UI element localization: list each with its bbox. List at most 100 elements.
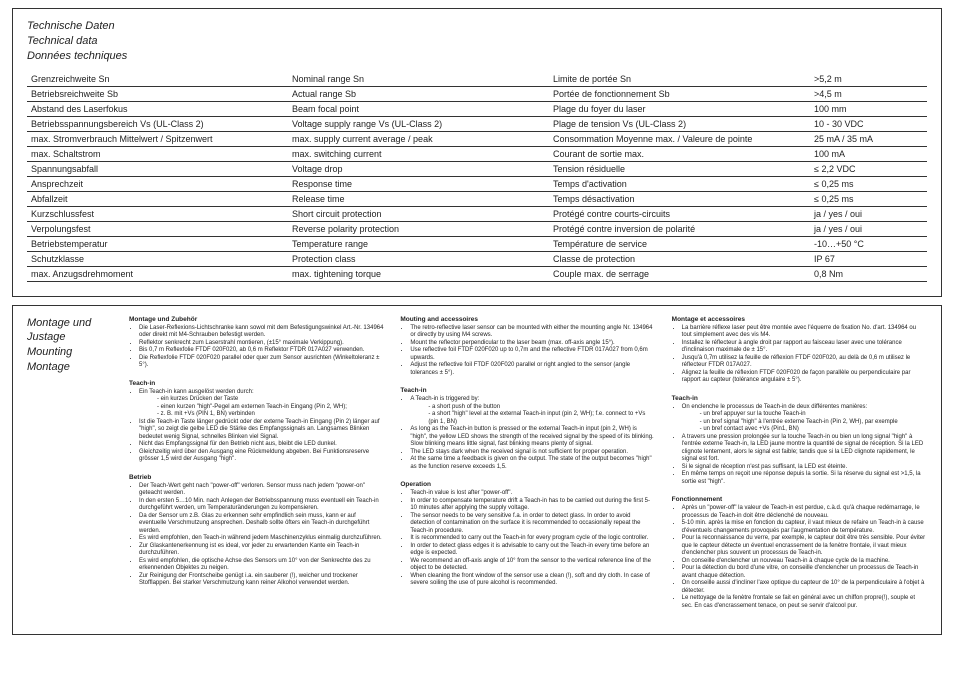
bullet: Zur Reinigung der Frontscheibe genügt i.…: [139, 573, 384, 588]
sub-bullet: un bref contact avec +Vs (Pin1, BN): [700, 426, 927, 434]
spec-de: Schutzklasse: [27, 251, 288, 266]
bullet: Die Laser-Reflexions-Lichtschranke kann …: [139, 325, 384, 340]
spec-row: SpannungsabfallVoltage dropTension résid…: [27, 161, 927, 176]
bullet: The retro-reflective laser sensor can be…: [410, 325, 655, 340]
bullet: Adjust the reflective foil FTDF 020F020 …: [410, 362, 655, 377]
spec-en: Release time: [288, 191, 549, 206]
heading-en: Technical data: [27, 34, 927, 49]
sub-bullet: un bref appuyer sur la touche Teach-in: [700, 411, 927, 419]
spec-fr: Tension résiduelle: [549, 161, 810, 176]
spec-fr: Protégé contre courts-circuits: [549, 206, 810, 221]
spec-row: KurzschlussfestShort circuit protectionP…: [27, 206, 927, 221]
bullet: On conseille d'enclencher un nouveau Tea…: [682, 558, 927, 566]
spec-fr: Temps d'activation: [549, 176, 810, 191]
spec-de: Abstand des Laserfokus: [27, 101, 288, 116]
sub-bullet: un bref signal "high" à l'entrée externe…: [700, 419, 927, 427]
heading-de: Technische Daten: [27, 19, 927, 34]
spec-en: Actual range Sb: [288, 86, 549, 101]
spec-row: Abstand des LaserfokusBeam focal pointPl…: [27, 101, 927, 116]
bullet: In order to compensate temperature drift…: [410, 498, 655, 513]
spec-value: ja / yes / oui: [810, 221, 927, 236]
bullet: Reflektor senkrecht zum Laserstrahl mont…: [139, 340, 384, 348]
spec-en: Short circuit protection: [288, 206, 549, 221]
bullet: A Teach-in is triggered by:: [410, 396, 655, 404]
spec-value: 10 - 30 VDC: [810, 116, 927, 131]
spec-fr: Courant de sortie max.: [549, 146, 810, 161]
spec-row: Betriebsspannungsbereich Vs (UL-Class 2)…: [27, 116, 927, 131]
spec-en: max. tightening torque: [288, 266, 549, 281]
spec-value: ≤ 0,25 ms: [810, 191, 927, 206]
bullet: Après un "power-off" la valeur de Teach-…: [682, 505, 927, 520]
spec-en: Voltage drop: [288, 161, 549, 176]
spec-fr: Portée de fonctionnement Sb: [549, 86, 810, 101]
spec-fr: Couple max. de serrage: [549, 266, 810, 281]
sub-bullet: a short push of the button: [428, 404, 655, 412]
spec-value: ≤ 2,2 VDC: [810, 161, 927, 176]
bullet: On conseille aussi d'incliner l'axe opti…: [682, 580, 927, 595]
bullet: Use reflective foil FTDF 020F020 up to 0…: [410, 347, 655, 362]
spec-fr: Temps désactivation: [549, 191, 810, 206]
column-fr: Montage et accessoiresLa barrière réflex…: [672, 316, 927, 621]
bullet: Alignez la feuille de réflexion FTDF 020…: [682, 370, 927, 385]
spec-de: Grenzreichweite Sn: [27, 72, 288, 87]
spec-de: Abfallzeit: [27, 191, 288, 206]
spec-fr: Plage du foyer du laser: [549, 101, 810, 116]
block-title: Montage und Zubehör: [129, 316, 384, 324]
spec-row: Betriebsreichweite SbActual range SbPort…: [27, 86, 927, 101]
column-en: Mouting and accessoiresThe retro-reflect…: [400, 316, 655, 621]
bullet: A travers une pression prolongée sur la …: [682, 434, 927, 464]
bullet: Si le signal de réception n'est pas suff…: [682, 464, 927, 472]
spec-de: Kurzschlussfest: [27, 206, 288, 221]
block-title: Operation: [400, 481, 655, 489]
spec-row: SchutzklasseProtection classClasse de pr…: [27, 251, 927, 266]
spec-row: Grenzreichweite SnNominal range SnLimite…: [27, 72, 927, 87]
spec-en: Voltage supply range Vs (UL-Class 2): [288, 116, 549, 131]
block-title: Teach-in: [129, 380, 384, 388]
spec-de: Ansprechzeit: [27, 176, 288, 191]
spec-en: Nominal range Sn: [288, 72, 549, 87]
bullet: As long as the Teach-in button is presse…: [410, 426, 655, 449]
spec-row: max. Schaltstrommax. switching currentCo…: [27, 146, 927, 161]
bullet: La barrière réflexe laser peut être mont…: [682, 325, 927, 340]
bullet: Gleichzeitig wird über den Ausgang eine …: [139, 449, 384, 464]
spec-en: Temperature range: [288, 236, 549, 251]
bullet: Da der Sensor um z.B. Glas zu erkennen s…: [139, 513, 384, 536]
bullet: 5-10 min. après la mise en fonction du c…: [682, 520, 927, 535]
section-heading: Technische Daten Technical data Données …: [27, 19, 927, 64]
spec-value: >5,2 m: [810, 72, 927, 87]
technical-data-section: Technische Daten Technical data Données …: [12, 8, 942, 297]
sub-bullet: ein kurzes Drücken der Taste: [157, 396, 384, 404]
spec-de: max. Stromverbrauch Mittelwert / Spitzen…: [27, 131, 288, 146]
heading-de: Montage und Justage: [27, 316, 115, 346]
block-title: Fonctionnement: [672, 496, 927, 504]
spec-de: max. Anzugsdrehmoment: [27, 266, 288, 281]
spec-en: max. switching current: [288, 146, 549, 161]
bullet: Jusqu'à 0,7m utilisez la feuille de réfl…: [682, 355, 927, 370]
spec-fr: Température de service: [549, 236, 810, 251]
bullet: Bis 0,7 m Reflexfolie FTDF 020F020, ab 0…: [139, 347, 384, 355]
bullet: When cleaning the front window of the se…: [410, 573, 655, 588]
spec-value: -10…+50 °C: [810, 236, 927, 251]
spec-value: ja / yes / oui: [810, 206, 927, 221]
bullet: Installez le réflecteur à angle droit pa…: [682, 340, 927, 355]
spec-de: max. Schaltstrom: [27, 146, 288, 161]
spec-table: Grenzreichweite SnNominal range SnLimite…: [27, 72, 927, 282]
bullet: Teach-in value is lost after "power-off"…: [410, 490, 655, 498]
bullet: Ist die Teach-in Taste länger gedrückt o…: [139, 419, 384, 442]
bullet: Der Teach-Wert geht nach "power-off" ver…: [139, 483, 384, 498]
spec-de: Spannungsabfall: [27, 161, 288, 176]
bullet: Es wird empfohlen, den Teach-in während …: [139, 535, 384, 543]
spec-fr: Protégé contre inversion de polarité: [549, 221, 810, 236]
bullet: Die Reflexfolie FTDF 020F020 parallel od…: [139, 355, 384, 370]
bullet: Le nettoyage de la fenètre frontale se f…: [682, 595, 927, 610]
block-title: Teach-in: [672, 395, 927, 403]
spec-de: Betriebsspannungsbereich Vs (UL-Class 2): [27, 116, 288, 131]
heading-fr: Données techniques: [27, 49, 927, 64]
block-title: Teach-in: [400, 387, 655, 395]
spec-row: max. Anzugsdrehmomentmax. tightening tor…: [27, 266, 927, 281]
heading-fr: Montage: [27, 360, 115, 375]
section-heading: Montage und Justage Mounting Montage: [27, 316, 115, 621]
spec-en: Beam focal point: [288, 101, 549, 116]
spec-de: Betriebsreichweite Sb: [27, 86, 288, 101]
spec-row: AbfallzeitRelease timeTemps désactivatio…: [27, 191, 927, 206]
